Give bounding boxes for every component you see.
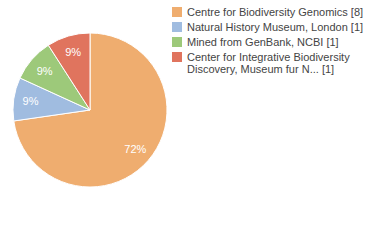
svg-text:9%: 9% [23, 95, 39, 107]
html-text:Centre for Biodiversity Genomi: Centre for Biodiversity Genomics [8] [187, 6, 364, 18]
svg-text:72%: 72% [124, 143, 146, 155]
html-text:Center for Integrative Biodive: Center for Integrative Biodiversity Disc… [187, 51, 350, 75]
svg-text:9%: 9% [37, 65, 53, 77]
html-text:Natural History Museum, London: Natural History Museum, London [1] [187, 21, 364, 33]
svg-text:9%: 9% [65, 46, 81, 58]
html-text:Mined from GenBank, NCBI [1]: Mined from GenBank, NCBI [1] [187, 36, 339, 48]
